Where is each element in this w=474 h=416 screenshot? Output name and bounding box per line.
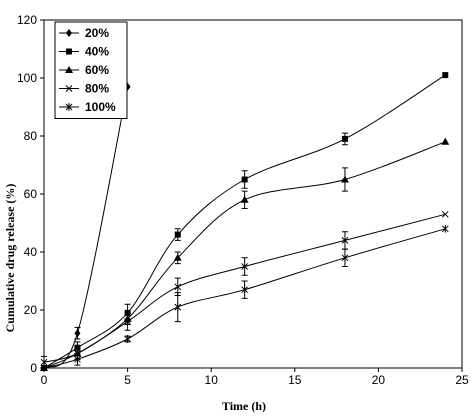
data-point [174, 283, 182, 291]
data-point [341, 253, 349, 262]
legend: 20% 40% 60% 80% 100% [54, 21, 128, 119]
data-point [341, 237, 349, 244]
y-axis-title: Cumulative drug release (%) [3, 184, 17, 333]
y-tick-label: 120 [17, 13, 37, 27]
data-point [174, 231, 181, 238]
x-tick-label: 10 [205, 373, 219, 387]
x-axis-title: Time (h) [222, 399, 266, 413]
data-point [40, 364, 48, 372]
data-point [441, 137, 450, 145]
series-line [43, 74, 446, 369]
x-tick-label: 0 [41, 373, 48, 387]
data-point [241, 176, 248, 183]
series-line [43, 86, 129, 369]
y-tick-label: 60 [24, 187, 38, 201]
legend-marker [66, 29, 72, 37]
series-layer [40, 72, 450, 372]
axes: 0 20 40 60 80 100 120 0 5 10 15 20 25 [17, 13, 469, 387]
data-point [241, 285, 248, 294]
x-tick-label: 25 [455, 373, 469, 387]
data-point [341, 135, 348, 142]
x-tick-label: 20 [372, 373, 386, 387]
legend-label: 100% [85, 100, 116, 114]
y-tick-label: 100 [17, 71, 37, 85]
legend-marker [65, 103, 73, 111]
data-point [240, 195, 249, 203]
data-point [241, 263, 248, 270]
x-tick-label: 15 [288, 373, 302, 387]
data-point [124, 318, 131, 325]
y-tick-label: 20 [24, 303, 38, 317]
data-point [174, 303, 182, 312]
data-point [124, 335, 131, 343]
data-point [173, 253, 182, 261]
legend-label: 80% [85, 82, 109, 96]
x-tick-label: 5 [124, 373, 131, 387]
data-point [74, 329, 81, 338]
legend-label: 40% [85, 45, 109, 59]
series-4 [40, 224, 449, 372]
data-point [40, 358, 48, 366]
data-point [441, 210, 449, 218]
y-tick-label: 0 [30, 361, 37, 375]
data-point [74, 355, 81, 364]
legend-marker [66, 48, 72, 55]
data-point [340, 175, 349, 183]
data-point [442, 72, 449, 79]
legend-marker [65, 66, 73, 73]
legend-label: 60% [85, 63, 109, 77]
legend-marker [65, 85, 73, 92]
y-tick-label: 40 [24, 245, 38, 259]
data-point [441, 224, 449, 233]
y-tick-label: 80 [24, 129, 38, 143]
legend-label: 20% [85, 26, 109, 40]
